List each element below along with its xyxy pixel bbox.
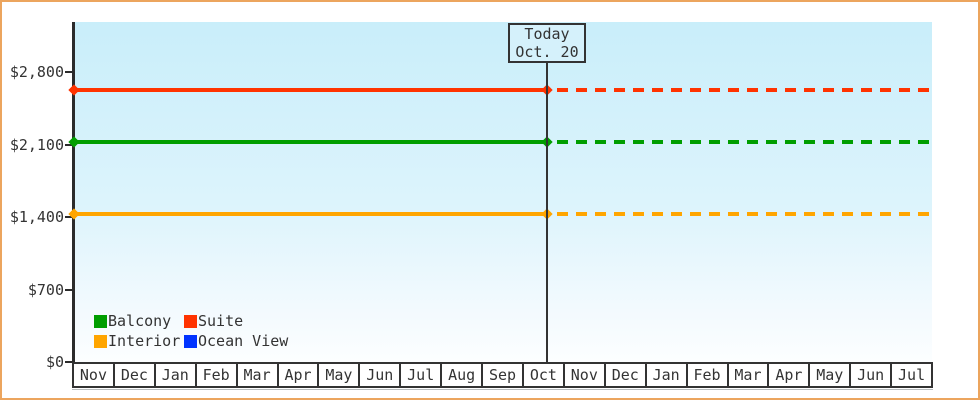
legend-item-suite[interactable]: Suite — [184, 314, 288, 329]
legend-swatch-icon — [94, 315, 107, 328]
x-axis-month-cell: Nov — [74, 364, 113, 386]
x-axis-month-cell: Jul — [890, 364, 932, 386]
x-axis-month-cell: Jan — [153, 364, 195, 386]
y-tick-mark — [65, 288, 73, 291]
plot-area — [74, 22, 932, 362]
x-axis-month-cell: Oct — [521, 364, 563, 386]
x-axis-month-cell: Jun — [849, 364, 891, 386]
x-axis-month-cell: Jul — [399, 364, 441, 386]
y-tick-mark — [65, 143, 73, 146]
y-tick-mark — [65, 216, 73, 218]
x-axis-month-cell: Feb — [194, 364, 236, 386]
y-tick-mark — [65, 361, 73, 363]
x-axis-month-cell: Jan — [644, 364, 686, 386]
x-axis-month-cell: Apr — [276, 364, 318, 386]
series-layer — [68, 22, 932, 362]
x-axis-month-cell: Jun — [358, 364, 400, 386]
y-tick-label: $1,400 — [9, 208, 64, 226]
x-axis-month-cell: Dec — [112, 364, 154, 386]
price-line-interior — [74, 211, 547, 216]
price-line-projection-balcony — [557, 140, 932, 145]
legend-label: Interior — [108, 332, 181, 350]
series-marker-balcony — [68, 136, 80, 149]
y-axis — [72, 22, 75, 362]
legend-swatch-icon — [184, 335, 197, 348]
legend-label: Suite — [198, 312, 244, 330]
x-axis-month-cell: Apr — [767, 364, 809, 386]
legend-label: Ocean View — [198, 332, 289, 350]
price-line-projection-suite — [557, 88, 932, 93]
x-axis-month-cell: Dec — [603, 364, 645, 386]
y-tick-label: $2,100 — [9, 135, 64, 154]
y-tick-label: $700 — [27, 280, 64, 299]
x-axis-month-cell: Aug — [440, 364, 482, 386]
legend-item-interior[interactable]: Interior — [94, 334, 184, 349]
legend-swatch-icon — [94, 335, 107, 348]
y-tick-label: $2,800 — [9, 63, 64, 81]
x-axis-month-cell: Mar — [235, 364, 277, 386]
x-axis-month-cell: May — [808, 364, 850, 386]
legend-item-balcony[interactable]: Balcony — [94, 314, 184, 329]
x-axis-shadow — [72, 389, 933, 390]
today-vertical-line — [546, 62, 548, 362]
legend-label: Balcony — [108, 312, 172, 330]
legend-item-ocean-view[interactable]: Ocean View — [184, 334, 288, 349]
y-tick-label: $0 — [45, 353, 64, 371]
price-line-suite — [74, 88, 547, 93]
x-axis-month-cell: May — [317, 364, 359, 386]
price-line-balcony — [74, 140, 547, 145]
today-label: Today — [524, 25, 570, 43]
legend-swatch-icon — [184, 315, 197, 328]
today-date: Oct. 20 — [515, 43, 579, 61]
x-axis-month-cell: Mar — [726, 364, 768, 386]
chart-legend: Balcony Suite Interior Ocean View — [94, 314, 288, 349]
x-axis-row: Nov Dec Jan Feb Mar Apr May Jun Jul Aug Sep Oct Nov D… — [72, 362, 933, 388]
y-tick-mark — [65, 71, 73, 73]
price-line-projection-interior — [557, 211, 932, 216]
series-marker-suite — [68, 84, 80, 96]
today-marker-box: Today Oct. 20 — [508, 23, 586, 63]
x-axis-month-cell: Nov — [562, 364, 604, 386]
x-axis-month-cell: Sep — [481, 364, 522, 386]
x-axis-month-cell: Feb — [685, 364, 727, 386]
